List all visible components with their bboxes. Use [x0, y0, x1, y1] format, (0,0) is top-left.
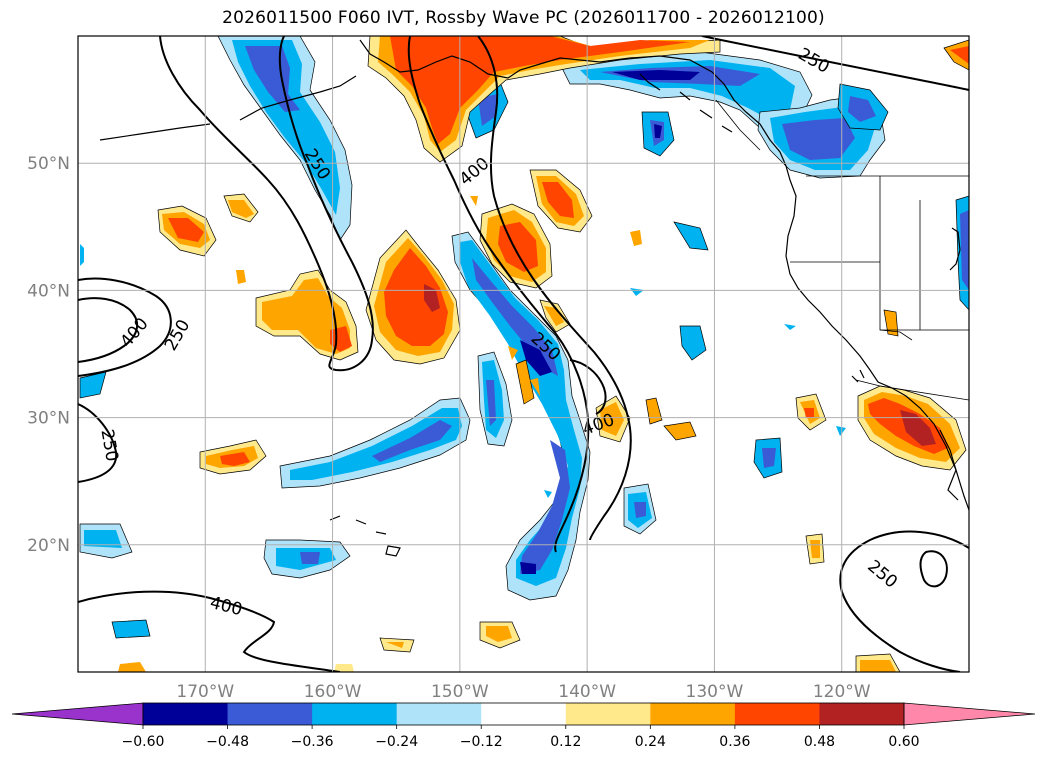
map-plot-area: 250 400 400 250 250 400 250 400 250 250: [77, 35, 970, 673]
colorbar-tick-label: −0.24: [375, 734, 418, 750]
colorbar: [11, 702, 1036, 726]
map-frame: [77, 35, 970, 673]
colorbar-bin: [650, 703, 736, 725]
colorbar-tick-label: −0.48: [206, 734, 249, 750]
colorbar-extend-low: [11, 702, 144, 726]
colorbar-bin: [734, 703, 820, 725]
colorbar-bin: [396, 703, 482, 725]
colorbar-outline: [142, 702, 905, 726]
lat-tick-label: 40°N: [27, 281, 70, 301]
colorbar-bin: [312, 703, 398, 725]
colorbar-tick-label: −0.36: [291, 734, 334, 750]
graticule: [78, 36, 969, 672]
colorbar-bin: [565, 703, 651, 725]
colorbar-tick-label: 0.12: [550, 734, 581, 750]
colorbar-bin: [481, 703, 567, 725]
lon-tick-label: 170°W: [176, 682, 234, 702]
colorbar-tick-labels: −0.60 −0.48 −0.36 −0.24 −0.12 0.12 0.24 0.36 0.4…: [122, 725, 920, 750]
map-title: 2026011500 F060 IVT, Rossby Wave PC (202…: [222, 8, 825, 28]
colorbar-bin: [143, 703, 229, 725]
colorbar-tick-label: 0.60: [888, 734, 919, 750]
positive-anomaly-west: [157, 193, 267, 475]
colorbar-extend-high: [903, 702, 1036, 726]
lat-tick-label: 30°N: [27, 409, 70, 429]
colorbar-tick-label: 0.24: [635, 734, 666, 750]
lon-tick-label: 160°W: [304, 682, 362, 702]
colorbar-tick-label: 0.48: [804, 734, 835, 750]
negative-anomaly-small-blobs: [79, 221, 846, 639]
coastlines: [99, 39, 969, 557]
lon-tick-label: 130°W: [686, 682, 744, 702]
ivt-fields: 250 400 400 250 250 400 250 400 250 250: [78, 36, 969, 672]
negative-anomaly-bc-coast: [559, 51, 813, 133]
lon-tick-label: 140°W: [558, 682, 616, 702]
contours: [78, 36, 969, 672]
political-borders: [715, 99, 969, 401]
negative-anomaly-northeast: [467, 81, 969, 311]
lon-tick-label: 150°W: [431, 682, 489, 702]
lon-tick-label: 120°W: [813, 682, 871, 702]
lat-tick-label: 50°N: [27, 154, 70, 174]
colorbar-tick-label: −0.60: [122, 734, 165, 750]
positive-anomaly-central-pacific: [365, 229, 461, 365]
lat-tick-label: 20°N: [27, 536, 70, 556]
colorbar-tick-label: 0.36: [719, 734, 750, 750]
negative-anomaly-central-band: [451, 231, 591, 601]
colorbar-bin: [227, 703, 313, 725]
latitude-labels: 50°N 40°N 30°N 20°N: [27, 154, 70, 556]
colorbar-bin: [819, 703, 905, 725]
positive-anomaly-east: [118, 39, 969, 672]
positive-anomaly-north-pacific: [367, 36, 721, 163]
longitude-labels: 170°W 160°W 150°W 140°W 130°W 120°W: [176, 682, 870, 702]
colorbar-tick-label: −0.12: [460, 734, 503, 750]
